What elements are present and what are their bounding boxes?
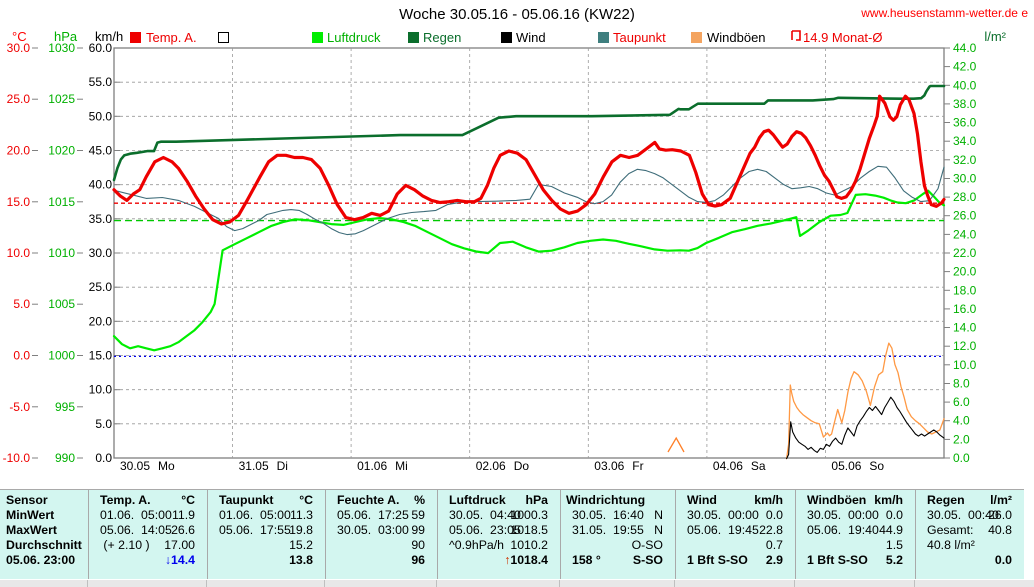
svg-text:4.0: 4.0 [953,414,970,428]
svg-text:05.06: 05.06 [831,459,861,473]
svg-text:40.0: 40.0 [953,78,977,92]
svg-text:55.0: 55.0 [89,75,113,89]
svg-text:10.0: 10.0 [7,246,31,260]
svg-text:60.0: 60.0 [89,41,113,55]
svg-text:Di: Di [277,459,288,473]
svg-text:38.0: 38.0 [953,97,977,111]
svg-text:-5.0: -5.0 [9,400,30,414]
svg-text:995: 995 [55,400,75,414]
svg-text:15.0: 15.0 [7,195,31,209]
svg-text:30.0: 30.0 [7,41,31,55]
svg-text:30.0: 30.0 [89,246,113,260]
svg-text:8.0: 8.0 [953,377,970,391]
svg-text:-10.0: -10.0 [3,451,31,465]
svg-text:42.0: 42.0 [953,60,977,74]
svg-text:5.0: 5.0 [95,417,112,431]
svg-text:1000: 1000 [48,349,75,363]
svg-text:1030: 1030 [48,41,75,55]
svg-text:26.0: 26.0 [953,209,977,223]
svg-text:15.0: 15.0 [89,349,113,363]
svg-text:24.0: 24.0 [953,227,977,241]
svg-text:10.0: 10.0 [953,358,977,372]
svg-text:40.0: 40.0 [89,178,113,192]
svg-text:32.0: 32.0 [953,153,977,167]
svg-text:30.05: 30.05 [120,459,150,473]
svg-text:03.06: 03.06 [594,459,624,473]
svg-text:44.0: 44.0 [953,41,977,55]
svg-text:34.0: 34.0 [953,134,977,148]
svg-text:Do: Do [514,459,530,473]
svg-text:Sa: Sa [751,459,766,473]
svg-text:25.0: 25.0 [89,280,113,294]
svg-text:12.0: 12.0 [953,339,977,353]
svg-text:1020: 1020 [48,144,75,158]
svg-text:01.06: 01.06 [357,459,387,473]
svg-text:18.0: 18.0 [953,283,977,297]
svg-text:02.06: 02.06 [476,459,506,473]
svg-text:20.0: 20.0 [89,314,113,328]
svg-text:5.0: 5.0 [13,297,30,311]
svg-text:1025: 1025 [48,92,75,106]
svg-text:6.0: 6.0 [953,395,970,409]
svg-text:Mo: Mo [158,459,175,473]
svg-text:0.0: 0.0 [95,451,112,465]
svg-text:31.05: 31.05 [239,459,269,473]
svg-text:36.0: 36.0 [953,116,977,130]
svg-text:1005: 1005 [48,297,75,311]
svg-text:0.0: 0.0 [13,349,30,363]
svg-text:14.0: 14.0 [953,321,977,335]
svg-text:25.0: 25.0 [7,92,31,106]
svg-text:2.0: 2.0 [953,432,970,446]
svg-text:10.0: 10.0 [89,383,113,397]
svg-text:1015: 1015 [48,195,75,209]
svg-text:04.06: 04.06 [713,459,743,473]
svg-text:So: So [869,459,884,473]
svg-text:28.0: 28.0 [953,190,977,204]
svg-text:45.0: 45.0 [89,144,113,158]
svg-text:0.0: 0.0 [953,451,970,465]
svg-text:22.0: 22.0 [953,246,977,260]
svg-text:20.0: 20.0 [7,144,31,158]
svg-text:16.0: 16.0 [953,302,977,316]
svg-text:1010: 1010 [48,246,75,260]
svg-text:20.0: 20.0 [953,265,977,279]
svg-text:990: 990 [55,451,75,465]
svg-text:35.0: 35.0 [89,212,113,226]
svg-text:30.0: 30.0 [953,172,977,186]
svg-text:50.0: 50.0 [89,109,113,123]
svg-text:Mi: Mi [395,459,408,473]
svg-text:Fr: Fr [632,459,643,473]
